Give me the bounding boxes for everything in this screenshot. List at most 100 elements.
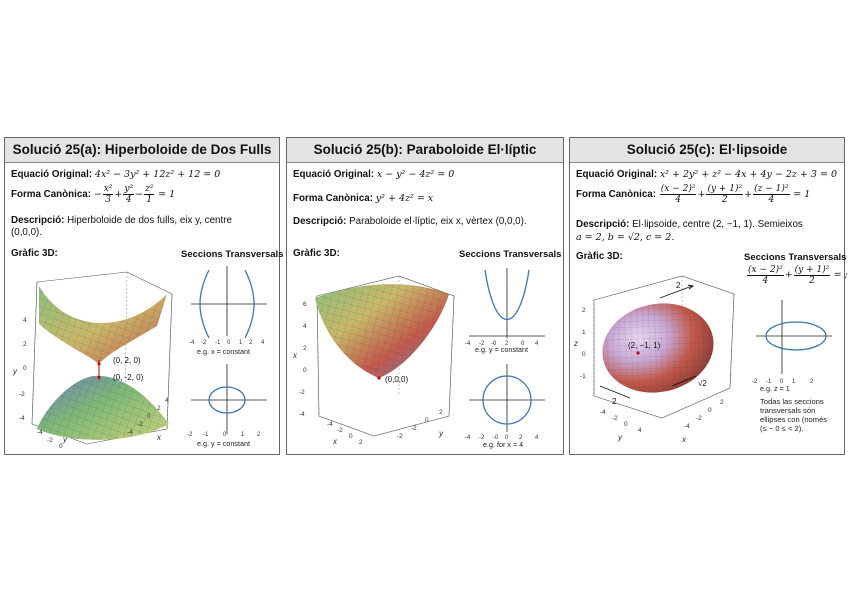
svg-text:-2: -2 bbox=[187, 432, 193, 438]
svg-text:0: 0 bbox=[582, 351, 586, 358]
svg-text:0: 0 bbox=[624, 421, 628, 428]
svg-text:0: 0 bbox=[59, 443, 63, 450]
svg-text:2: 2 bbox=[720, 399, 724, 406]
description-text-2: a = 2, b = √2, c = 2. bbox=[576, 232, 675, 243]
section-fraction-1: (x − 2)² 4 bbox=[747, 265, 784, 286]
sections-title: Seccions Transversals bbox=[459, 249, 562, 260]
cross-section-circle: -4 -2 -0 0 2 4 bbox=[465, 364, 545, 440]
svg-text:-4: -4 bbox=[299, 411, 305, 418]
caption-bottom: e.g. y = constant bbox=[197, 439, 250, 448]
original-equation: x − y² − 4z² = 0 bbox=[376, 169, 455, 180]
description-text-2: (0,0,0). bbox=[11, 227, 43, 238]
svg-text:0: 0 bbox=[708, 407, 712, 414]
svg-text:2: 2 bbox=[249, 340, 253, 346]
svg-text:-1: -1 bbox=[580, 373, 586, 380]
svg-text:2: 2 bbox=[505, 341, 509, 346]
section-equation: (x − 2)² 4 + (y + 1)² 2 = ; bbox=[747, 265, 848, 286]
original-equation-label: Equació Original: bbox=[293, 169, 375, 180]
svg-text:1: 1 bbox=[792, 379, 796, 384]
description-line: Descripció: Hiperboloide de dos fulls, e… bbox=[11, 215, 275, 226]
svg-text:-2: -2 bbox=[337, 427, 343, 434]
sections-note: Todas las seccions transversals són elli… bbox=[760, 397, 828, 433]
canonical-rhs: = 1 bbox=[158, 189, 176, 201]
vertex-label-lower: (0, -2, 0) bbox=[113, 373, 144, 382]
description-label: Descripció: bbox=[11, 215, 65, 226]
semi-axis-label-2: 2 bbox=[612, 397, 617, 406]
svg-text:-2: -2 bbox=[612, 415, 618, 422]
svg-text:2: 2 bbox=[810, 379, 814, 384]
svg-text:1: 1 bbox=[241, 432, 245, 438]
axis-label-x: x bbox=[292, 351, 298, 360]
description-text-1: El·lipsoide, centre (2, −1, 1). Semieixo… bbox=[632, 219, 803, 230]
svg-text:-4: -4 bbox=[465, 341, 471, 346]
canonical-form-line: Forma Canònica: − x² 3 + y² 4− z² 1 = 1 bbox=[11, 184, 176, 205]
cross-section-circle: -2 -1 0 1 2 bbox=[187, 364, 267, 438]
description-label: Descripció: bbox=[576, 219, 630, 230]
canonical-sign: − bbox=[93, 189, 102, 201]
svg-text:2: 2 bbox=[23, 341, 27, 348]
svg-text:-4: -4 bbox=[600, 409, 606, 416]
svg-text:-4: -4 bbox=[684, 423, 690, 430]
canonical-form-label: Forma Canònica: bbox=[576, 189, 657, 201]
svg-text:2: 2 bbox=[519, 435, 523, 440]
sections-title: Seccions Transversals bbox=[181, 249, 284, 260]
svg-text:2: 2 bbox=[439, 409, 443, 416]
original-equation-label: Equació Original: bbox=[576, 169, 658, 180]
axis-label-y: y bbox=[12, 367, 18, 376]
canonical-form-line: Forma Canònica: (x − 2)² 4 + (y + 1)² 2 + (z −… bbox=[576, 184, 811, 205]
svg-text:2: 2 bbox=[157, 405, 161, 412]
axis-label-y: y bbox=[438, 429, 444, 438]
svg-text:0: 0 bbox=[223, 432, 227, 438]
svg-text:0: 0 bbox=[23, 365, 27, 372]
svg-text:-4: -4 bbox=[189, 340, 195, 346]
svg-text:0: 0 bbox=[147, 413, 151, 420]
svg-text:-2: -2 bbox=[479, 435, 485, 440]
semi-axis-label-1: 2 bbox=[676, 281, 681, 290]
svg-text:-4: -4 bbox=[127, 429, 133, 436]
panel-title: Solució 25(b): Paraboloide El·líptic bbox=[287, 138, 563, 163]
canonical-form-label: Forma Canònica: bbox=[11, 189, 92, 201]
axis-label-x: x bbox=[156, 433, 162, 442]
svg-text:6: 6 bbox=[303, 301, 307, 308]
svg-text:-4: -4 bbox=[37, 429, 43, 436]
svg-text:y: y bbox=[62, 435, 68, 444]
caption-top: e.g. z = 1 bbox=[760, 384, 790, 393]
svg-text:-2: -2 bbox=[19, 391, 25, 398]
svg-text:4: 4 bbox=[165, 397, 169, 404]
canonical-form-line: Forma Canònica: y² + 4z² = x bbox=[293, 193, 559, 204]
cross-section-parabola: -4 -2 -0 2 0 4 bbox=[465, 268, 545, 346]
panel-title: Solució 25(c): El·lipsoide bbox=[570, 138, 844, 163]
svg-text:0: 0 bbox=[227, 340, 231, 346]
axis-label-x: x bbox=[681, 435, 687, 444]
caption-top: e.g. y = constant bbox=[475, 345, 528, 354]
panel-ellipsoid: Solució 25(c): El·lipsoide Equació Origi… bbox=[569, 137, 848, 455]
svg-text:0: 0 bbox=[349, 433, 353, 440]
svg-text:0: 0 bbox=[303, 367, 307, 374]
svg-text:-2: -2 bbox=[411, 425, 417, 432]
svg-text:-1: -1 bbox=[215, 340, 221, 346]
description-text-1: Paraboloide el·líptic, eix x, vèrtex (0,… bbox=[349, 216, 527, 227]
canonical-fraction-3: (z − 1)² 4 bbox=[753, 184, 790, 205]
svg-text:-4: -4 bbox=[19, 415, 25, 422]
semi-axis-label-3: √2 bbox=[698, 379, 707, 388]
svg-text:0: 0 bbox=[505, 435, 509, 440]
caption-bottom: e.g. for x = 4 bbox=[483, 440, 524, 449]
svg-text:4: 4 bbox=[535, 435, 539, 440]
section-rhs: = ; bbox=[833, 269, 848, 281]
canonical-rhs: = 1 bbox=[793, 189, 811, 201]
svg-text:x: x bbox=[332, 437, 338, 446]
svg-text:2: 2 bbox=[257, 432, 261, 438]
canonical-fraction-2: y² 4 bbox=[123, 184, 135, 205]
original-equation-line: Equació Original: x² + 2y² + z² − 4x + 4… bbox=[576, 169, 840, 180]
svg-text:4: 4 bbox=[638, 427, 642, 434]
graph-3d-label: Gràfic 3D: bbox=[11, 248, 58, 259]
axis-label-y: y bbox=[617, 433, 623, 442]
canonical-fraction-1: (x − 2)² 4 bbox=[659, 184, 697, 205]
center-label: (2, −1, 1) bbox=[628, 341, 661, 350]
vertex-label-upper: (0, 2, 0) bbox=[113, 356, 141, 365]
svg-text:0: 0 bbox=[521, 341, 525, 346]
panel-hyperboloid: Solució 25(a): Hiperboloide de Dos Fulls… bbox=[4, 137, 284, 455]
cross-section-ellipse: -2 -1 0 1 2 bbox=[752, 300, 832, 384]
description-label: Descripció: bbox=[293, 216, 347, 227]
